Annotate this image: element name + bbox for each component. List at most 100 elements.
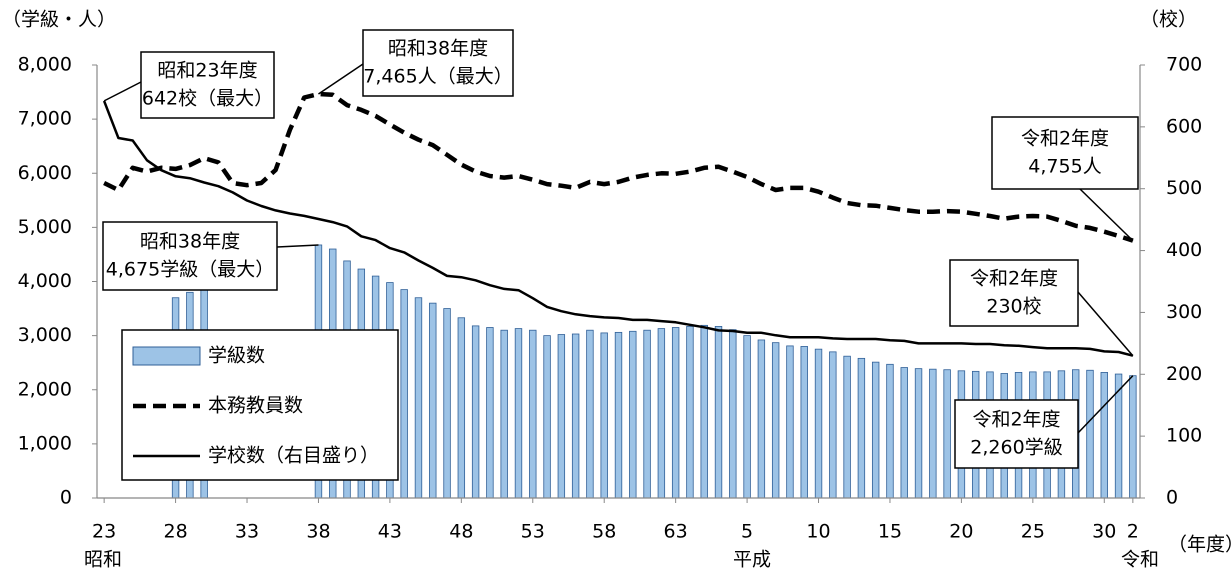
annotation-text: 7,465人（最大） <box>363 66 512 88</box>
bar <box>586 329 594 499</box>
y-tick-label: 5,000 <box>18 216 72 238</box>
x-tick-label: 53 <box>521 521 545 543</box>
era-label: 平成 <box>733 549 771 571</box>
x-tick-label: 15 <box>878 521 902 543</box>
annotation-box <box>954 399 1079 469</box>
bar <box>829 351 837 499</box>
bar <box>500 329 508 499</box>
annotation-leader <box>276 244 319 248</box>
y-tick-label: 6,000 <box>18 162 72 184</box>
x-tick-label: 63 <box>664 521 688 543</box>
annotation-text: 642校（最大） <box>142 88 273 110</box>
x-tick-label: 30 <box>1092 521 1116 543</box>
annotation-leader <box>1077 375 1134 434</box>
annotation-text: 昭和23年度 <box>157 60 257 82</box>
bar <box>886 363 894 499</box>
annotation-leader <box>1077 291 1134 357</box>
annotation-box <box>362 29 514 97</box>
bar <box>786 345 794 499</box>
annotation-text: 令和2年度 <box>1021 128 1109 150</box>
bar <box>614 331 623 499</box>
y2-tick-label: 600 <box>1166 115 1202 137</box>
bar <box>657 328 666 499</box>
bar <box>757 339 766 499</box>
bar <box>1086 369 1094 499</box>
legend-label: 本務教員数 <box>208 395 303 417</box>
era-label: 昭和 <box>84 549 122 571</box>
bar <box>871 361 880 499</box>
annotation-text: 昭和38年度 <box>140 231 240 253</box>
x-tick-label: 48 <box>449 521 473 543</box>
annotation-text: 2,260学級 <box>970 437 1062 459</box>
bar <box>671 327 680 499</box>
bar <box>400 289 408 499</box>
bar <box>486 327 494 499</box>
bar <box>414 297 423 499</box>
series-line <box>102 100 1134 357</box>
annotation-leader <box>1079 188 1134 242</box>
y2-tick-label: 700 <box>1166 54 1202 76</box>
bar <box>900 367 908 499</box>
bar <box>529 329 537 499</box>
bar <box>429 302 437 499</box>
bar <box>914 368 923 499</box>
y-tick-label: 1,000 <box>18 432 72 454</box>
bar <box>814 348 823 499</box>
x-tick-label: 33 <box>235 521 259 543</box>
legend-label: 学級数 <box>208 345 265 367</box>
y-tick-label: 3,000 <box>18 324 72 346</box>
annotation-box <box>102 221 278 291</box>
bar <box>843 355 851 499</box>
bar <box>857 357 866 499</box>
y2-tick-label: 300 <box>1166 301 1202 323</box>
x-tick-label: 5 <box>741 521 753 543</box>
annotation-text: 令和2年度 <box>972 409 1060 431</box>
y2-tick-label: 500 <box>1166 177 1202 199</box>
y2-axis-label: （校） <box>1140 9 1197 31</box>
annotation-box <box>991 116 1139 190</box>
bar <box>743 335 751 499</box>
annotation-text: 昭和38年度 <box>388 38 488 60</box>
bar <box>514 328 523 499</box>
annotation-box <box>140 51 275 119</box>
y2-tick-label: 200 <box>1166 363 1202 385</box>
bar <box>800 346 808 499</box>
y-tick-label: 7,000 <box>18 108 72 130</box>
annotation-leader <box>103 81 142 102</box>
bar <box>557 334 566 499</box>
bar <box>943 369 951 499</box>
x-tick-label: 2 <box>1127 521 1139 543</box>
x-tick-label: 58 <box>592 521 616 543</box>
y-tick-label: 0 <box>60 487 72 509</box>
x-tick-label: 20 <box>949 521 973 543</box>
y-tick-label: 2,000 <box>18 378 72 400</box>
annotation-leader <box>318 63 364 95</box>
x-axis-label: （年度） <box>1168 534 1231 556</box>
legend-label: 学校数（右目盛り） <box>208 445 379 467</box>
era-label: 令和 <box>1121 549 1159 571</box>
bar <box>600 332 608 499</box>
x-tick-label: 23 <box>92 521 116 543</box>
annotation-text: 230校 <box>986 296 1041 318</box>
x-tick-label: 28 <box>163 521 187 543</box>
x-tick-label: 10 <box>806 521 830 543</box>
y-tick-label: 4,000 <box>18 270 72 292</box>
annotation-text: 令和2年度 <box>970 268 1058 290</box>
bar <box>714 326 723 499</box>
bar <box>543 335 551 499</box>
y2-tick-label: 0 <box>1166 487 1178 509</box>
x-tick-label: 25 <box>1021 521 1045 543</box>
bar <box>771 342 780 499</box>
bar <box>571 333 580 499</box>
x-tick-label: 38 <box>306 521 330 543</box>
series-line <box>103 91 1134 243</box>
x-tick-label: 43 <box>378 521 402 543</box>
annotation-text: 4,675学級（最大） <box>106 259 274 281</box>
y-tick-label: 8,000 <box>18 54 72 76</box>
y-axis-label: （学級・人） <box>2 9 116 31</box>
bar <box>471 325 480 499</box>
bar <box>629 330 637 499</box>
bar <box>643 329 651 499</box>
annotation-text: 4,755人 <box>1028 156 1101 178</box>
